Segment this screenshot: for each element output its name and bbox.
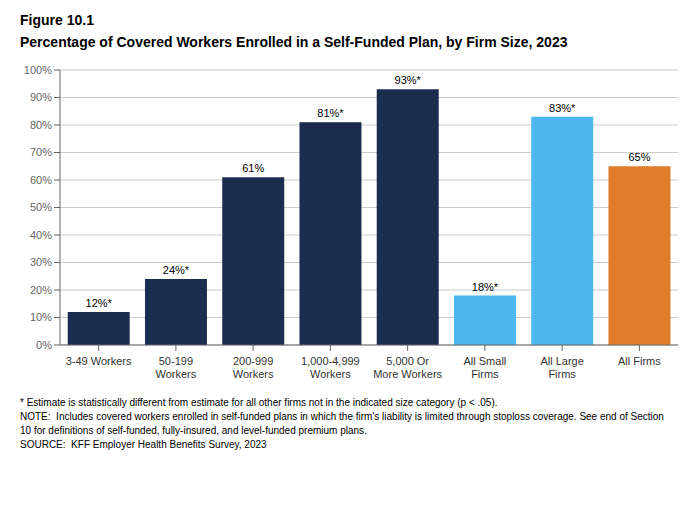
svg-text:24%*: 24%* (163, 264, 190, 276)
svg-text:1,000-4,999Workers: 1,000-4,999Workers (301, 355, 360, 380)
html-text:Percentage of Covered Workers: Percentage of Covered Workers Enrolled i… (20, 34, 568, 50)
html-text:SOURCE: KFF Employer Health Be: SOURCE: KFF Employer Health Benefits Sur… (20, 439, 267, 450)
svg-text:3-49 Workers: 3-49 Workers (66, 355, 132, 367)
html-text:NOTE: Includes covered workers: NOTE: Includes covered workers enrolled … (20, 411, 664, 422)
svg-text:81%*: 81%* (317, 107, 344, 119)
svg-text:12%*: 12%* (86, 297, 113, 309)
svg-text:40%: 40% (30, 229, 52, 241)
svg-text:50%: 50% (30, 201, 52, 213)
svg-text:93%*: 93%* (395, 74, 422, 86)
svg-text:0%: 0% (36, 339, 52, 351)
svg-text:All SmallFirms: All SmallFirms (463, 355, 506, 380)
svg-text:All LargeFirms: All LargeFirms (540, 355, 583, 380)
svg-text:18%*: 18%* (472, 281, 499, 293)
svg-text:200-999Workers: 200-999Workers (233, 355, 274, 380)
svg-text:All Firms: All Firms (618, 355, 661, 367)
svg-text:80%: 80% (30, 119, 52, 131)
svg-text:70%: 70% (30, 146, 52, 158)
svg-text:20%: 20% (30, 284, 52, 296)
svg-text:50-199Workers: 50-199Workers (156, 355, 197, 380)
svg-text:30%: 30% (30, 256, 52, 268)
svg-text:100%: 100% (24, 64, 52, 76)
svg-text:5,000 OrMore Workers: 5,000 OrMore Workers (373, 355, 442, 380)
html-text:Figure 10.1: Figure 10.1 (20, 12, 94, 28)
svg-text:60%: 60% (30, 174, 52, 186)
svg-text:61%: 61% (242, 162, 264, 174)
svg-text:10%: 10% (30, 311, 52, 323)
svg-text:65%: 65% (628, 151, 650, 163)
svg-text:83%*: 83%* (549, 102, 576, 114)
html-text:* Estimate is statistically di: * Estimate is statistically different fr… (20, 397, 498, 408)
html-text:10 for definitions of self-fun: 10 for definitions of self-funded, fully… (20, 425, 367, 436)
svg-text:90%: 90% (30, 91, 52, 103)
